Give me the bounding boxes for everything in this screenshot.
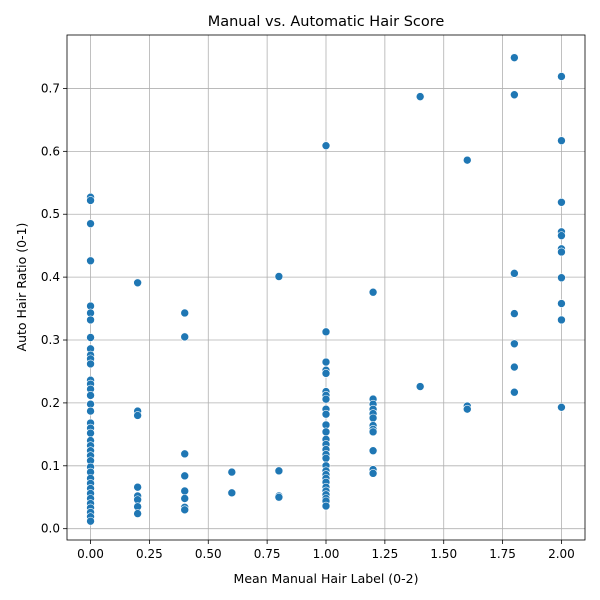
data-point (180, 471, 190, 481)
data-point (180, 449, 190, 459)
data-point (321, 141, 331, 150)
data-point (557, 403, 566, 412)
data-point (321, 394, 331, 404)
x-tick-label: 1.75 (489, 547, 516, 561)
y-tick-label: 0.7 (41, 81, 60, 95)
chart-title: Manual vs. Automatic Hair Score (208, 14, 445, 30)
data-points (86, 53, 566, 526)
data-point (86, 391, 95, 400)
data-point (321, 357, 331, 367)
data-point (86, 516, 95, 526)
data-point (274, 272, 284, 281)
data-point (321, 427, 331, 437)
y-tick-label: 0.2 (41, 396, 60, 410)
data-point (133, 411, 142, 420)
data-point (368, 287, 378, 297)
data-point (86, 406, 95, 416)
data-point (180, 505, 190, 515)
data-point (557, 72, 566, 81)
y-tick-label: 0.6 (41, 144, 60, 158)
data-point (368, 469, 378, 478)
data-point (86, 219, 95, 228)
data-point (227, 488, 237, 498)
data-point (180, 332, 190, 342)
data-point (462, 155, 472, 165)
data-point (227, 467, 237, 477)
data-point (557, 273, 566, 283)
grid (67, 35, 585, 540)
data-point (510, 53, 519, 62)
x-tick-label: 2.00 (548, 547, 575, 561)
data-point (86, 333, 95, 342)
y-axis-label: Auto Hair Ratio (0-1) (14, 223, 29, 352)
data-point (510, 339, 519, 349)
data-point (510, 362, 519, 372)
data-point (368, 413, 378, 423)
y-tick-label: 0.3 (41, 333, 60, 347)
data-point (510, 387, 519, 397)
y-axis-ticks: 0.0 0.1 0.2 0.3 0.4 0.5 0.6 0.7 (41, 81, 67, 536)
data-point (368, 446, 378, 455)
data-point (180, 494, 190, 503)
data-point (133, 509, 142, 518)
x-tick-label: 0.50 (195, 547, 222, 561)
data-point (321, 453, 331, 463)
data-point (510, 309, 519, 318)
x-axis-label: Mean Manual Hair Label (0-2) (234, 571, 419, 586)
x-tick-label: 1.00 (313, 547, 340, 561)
data-point (86, 359, 95, 369)
plot-frame (66, 34, 586, 541)
x-tick-label: 0.75 (254, 547, 281, 561)
data-point (415, 92, 425, 101)
data-point (415, 382, 425, 391)
y-tick-label: 0.4 (41, 270, 60, 284)
data-point (557, 315, 566, 325)
data-point (180, 308, 190, 318)
y-tick-label: 0.0 (41, 522, 60, 536)
x-tick-label: 0.00 (77, 547, 104, 561)
data-point (368, 427, 378, 437)
data-point (321, 369, 331, 378)
y-tick-label: 0.5 (41, 207, 60, 221)
data-point (133, 482, 142, 492)
y-tick-label: 0.1 (41, 459, 60, 473)
data-point (557, 247, 566, 257)
data-point (321, 409, 331, 419)
data-point (86, 196, 95, 205)
data-point (180, 486, 190, 496)
data-point (462, 404, 472, 414)
data-point (510, 90, 519, 100)
data-point (557, 231, 566, 240)
data-point (274, 492, 284, 502)
data-point (557, 299, 566, 308)
data-point (86, 256, 95, 266)
x-axis-ticks: 0.00 0.25 0.50 0.75 1.00 1.25 1.50 1.75 2.00 (77, 540, 575, 561)
x-tick-label: 1.50 (430, 547, 457, 561)
x-tick-label: 1.25 (372, 547, 399, 561)
data-point (86, 428, 95, 438)
data-point (557, 136, 566, 145)
data-point (321, 327, 331, 337)
data-point (510, 269, 519, 278)
data-point (321, 501, 331, 511)
data-point (557, 197, 566, 207)
data-point (86, 315, 95, 325)
data-point (133, 278, 142, 288)
x-tick-label: 0.25 (136, 547, 163, 561)
data-point (274, 466, 284, 476)
